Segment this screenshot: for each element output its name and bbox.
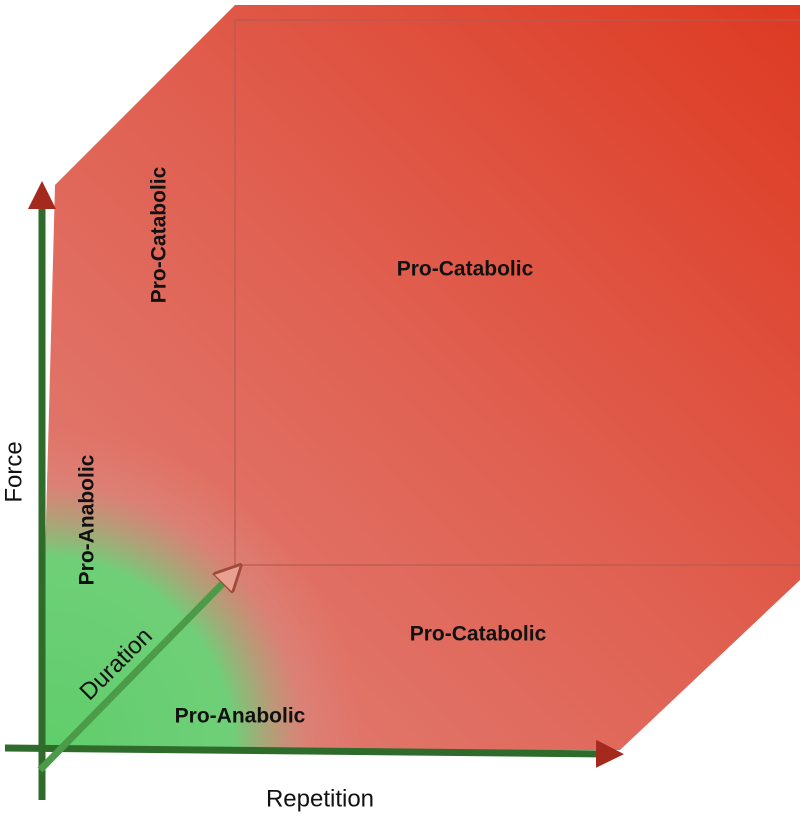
repetition-arrow xyxy=(4,739,624,768)
region-label: Pro-Anabolic xyxy=(76,454,99,585)
axis-label: Force xyxy=(0,441,27,502)
axis-label: Repetition xyxy=(266,785,374,812)
region-label: Pro-Catabolic xyxy=(397,258,534,281)
duration-arrow xyxy=(37,574,232,773)
region-label: Pro-Catabolic xyxy=(410,623,547,646)
region-label: Pro-Anabolic xyxy=(175,705,306,728)
cube-edges xyxy=(234,19,800,566)
region-label: Pro-Catabolic xyxy=(148,166,171,303)
axes xyxy=(4,181,624,800)
